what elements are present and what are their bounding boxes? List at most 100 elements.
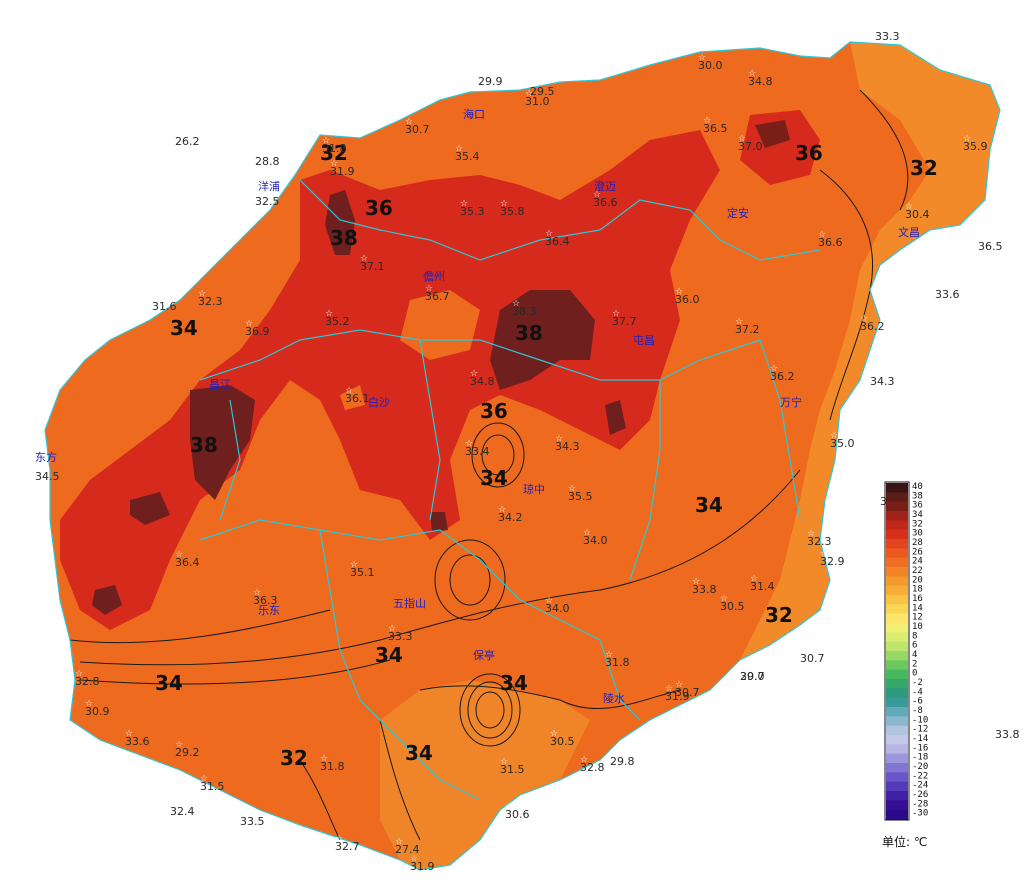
legend-swatch [886,781,908,792]
station-star-icon: ☆ [335,834,343,844]
legend-tick-label: -22 [912,771,928,781]
legend-tick-label: -30 [912,809,928,819]
legend-unit: 单位: ℃ [882,834,927,849]
legend-tick-label: 14 [912,603,923,613]
station-star-icon: ☆ [320,754,328,764]
legend-tick-label: 30 [912,529,923,539]
station-value: 31.8 [320,760,345,773]
hot-zone-38-h [755,120,790,148]
station-star-icon: ☆ [345,386,353,396]
legend-swatch [886,632,908,643]
station-value: 35.2 [325,315,350,328]
station-star-icon: ☆ [330,159,338,169]
city-label: 定安 [727,206,749,220]
station-value: 32.8 [580,761,605,774]
station-star-icon: ☆ [580,755,588,765]
station-value: 35.8 [500,205,525,218]
legend-tick-label: 6 [912,641,917,651]
station-star-icon: ☆ [593,190,601,200]
station-value: 31.9 [665,690,690,703]
legend-swatch [886,679,908,689]
station-value: 31.6 [152,300,177,313]
station-value: 35.5 [568,490,593,503]
contour-label: 34 [695,493,723,517]
station-value: 30.5 [550,735,575,748]
station-values: ☆33.3☆26.2☆29.9 ☆29.5☆31.0☆30.7☆31.8 ☆35.4… [35,24,1020,873]
station-star-icon: ☆ [978,234,986,244]
hot-zone-38-g [430,512,448,532]
station-value: 33.8 [692,583,717,596]
legend-swatch [886,744,908,755]
legend-tick-label: 34 [912,510,923,520]
station-star-icon: ☆ [583,528,591,538]
station-star-icon: ☆ [175,129,183,139]
legend-swatch [886,585,908,596]
station-star-icon: ☆ [735,317,743,327]
city-label: 儋州 [423,270,445,283]
contour-label: 38 [330,226,358,250]
city-label: 琼中 [523,482,545,496]
station-star-icon: ☆ [800,646,808,656]
station-value: 36.5 [978,240,1003,253]
station-star-icon: ☆ [388,624,396,634]
legend-tick-label: 8 [912,631,917,641]
contour-label: 36 [795,141,823,165]
legend-swatch [886,735,908,745]
legend-tick-label: -2 [912,678,923,688]
station-value: 32.4 [170,805,195,818]
station-star-icon: ☆ [665,684,673,694]
station-star-icon: ☆ [170,799,178,809]
station-star-icon: ☆ [478,69,486,79]
station-value: 28.8 [255,155,280,168]
legend-tick-label: -16 [912,743,928,753]
station-star-icon: ☆ [820,549,828,559]
station-star-icon: ☆ [152,294,160,304]
city-label: 澄迈 [594,179,616,193]
legend-tick-label: 4 [912,650,917,660]
station-star-icon: ☆ [530,79,538,89]
station-star-icon: ☆ [748,69,756,79]
city-label: 保亭 [473,648,495,662]
station-star-icon: ☆ [905,202,913,212]
station-value: 37.7 [612,315,637,328]
legend-tick-label: 16 [912,594,923,604]
station-value: 36.0 [675,293,700,306]
contour-label: 32 [765,603,793,627]
station-star-icon: ☆ [253,588,261,598]
station-value: 31.8 [322,142,347,155]
station-value: 37.1 [360,260,385,273]
station-star-icon: ☆ [770,364,778,374]
station-value: 36.7 [425,290,450,303]
legend-tick-label: -12 [912,725,928,735]
station-star-icon: ☆ [255,189,263,199]
legend-swatch [886,548,908,559]
contour-label: 38 [515,321,543,345]
legend-swatch [886,539,908,549]
legend-swatch [886,697,908,708]
station-star-icon: ☆ [200,774,208,784]
station-value: 33.4 [465,445,490,458]
station-star-icon: ☆ [75,669,83,679]
station-star-icon: ☆ [470,369,478,379]
legend-tick-label: 20 [912,575,923,585]
city-label: 万宁 [780,395,802,409]
station-value: 26.2 [175,135,200,148]
legend-color-bar [886,483,908,820]
station-value: 35.4 [455,150,480,163]
station-value: 36.3 [253,594,278,607]
hot-zone-34-pocket2 [340,385,365,410]
station-value: 31.9 [410,860,435,873]
contour-labels: 32 34 36 38 38 34 36 34 36 34 32 34 34 3… [155,141,938,770]
contour-label: 32 [320,141,348,165]
station-value: 33.8 [995,728,1020,741]
legend-tick-label: 22 [912,566,923,576]
legend-swatch [886,613,908,624]
contour-label: 34 [405,741,433,765]
legend-swatch [886,623,908,633]
station-value: 36.6 [818,236,843,249]
station-star-icon: ☆ [505,802,513,812]
hainan-island [45,42,1000,870]
hot-zone-38-f [605,400,626,435]
station-star-icon: ☆ [995,722,1003,732]
legend-swatch [886,529,908,540]
